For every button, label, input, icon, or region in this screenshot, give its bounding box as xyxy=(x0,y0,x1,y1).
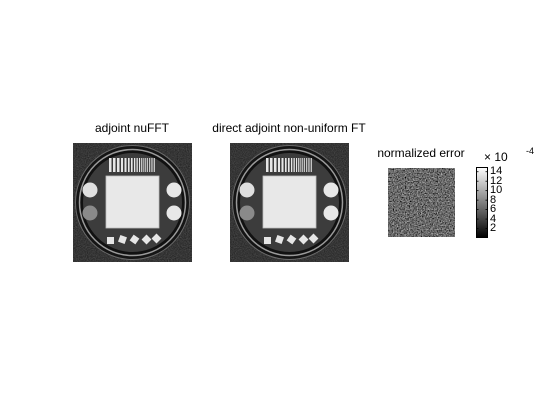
adjoint-nufft-image xyxy=(73,143,192,262)
normalized-error-image xyxy=(388,168,455,237)
phantom-image-2 xyxy=(230,143,349,262)
colorbar-multiplier: × 10 xyxy=(484,150,508,164)
direct-adjoint-image xyxy=(230,143,349,262)
panel-title-normalized-error: normalized error xyxy=(377,146,465,160)
colorbar-gradient xyxy=(476,167,488,238)
colorbar-tick-label: 6 xyxy=(490,203,497,216)
phantom-image-1 xyxy=(73,143,192,262)
error-map xyxy=(388,168,455,237)
panel-title-adjoint-nufft: adjoint nuFFT xyxy=(94,121,170,135)
colorbar-exponent: -4 xyxy=(526,146,535,156)
colorbar-tick-label: 8 xyxy=(490,193,497,206)
panel-title-direct-adjoint: direct adjoint non-uniform FT xyxy=(212,121,366,135)
colorbar-tick-label: 14 xyxy=(490,165,503,178)
colorbar-tick-label: 4 xyxy=(490,212,497,225)
colorbar-tick-label: 10 xyxy=(490,184,503,197)
colorbar-tick-label: 12 xyxy=(490,174,503,187)
colorbar xyxy=(476,167,488,238)
colorbar-tick-label: 2 xyxy=(490,222,497,235)
